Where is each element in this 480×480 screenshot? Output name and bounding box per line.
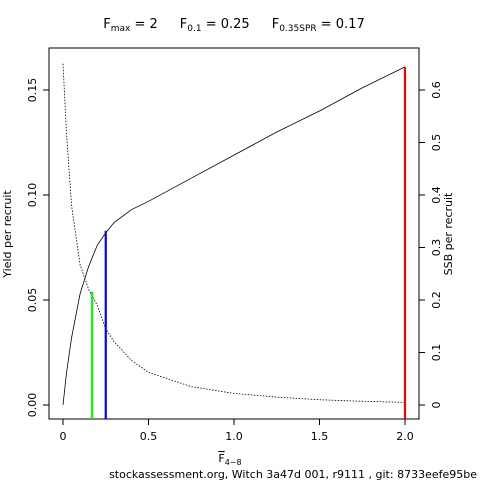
y2-tick-label: 0.5 (430, 134, 443, 152)
y2-axis-label: SSB per recruit (442, 192, 455, 275)
x-axis-label: F4−8 (218, 452, 241, 467)
y-tick-label: 0.15 (26, 78, 39, 103)
x-label-subscript: 4−8 (225, 458, 242, 467)
x-tick-label: 0.5 (140, 430, 158, 443)
series-line (62, 66, 406, 406)
title-subscript: 0.35SPR (279, 24, 316, 34)
title-value: = 0.25 (202, 17, 250, 32)
series-line (62, 63, 406, 403)
title-symbol: F (180, 17, 187, 32)
title-symbol: F (103, 17, 110, 32)
y2-tick-label: 0.3 (430, 239, 443, 257)
x-tick-label: 2.0 (396, 430, 414, 443)
footer: stockassessment.org, Witch 3a47d 001, r9… (109, 468, 477, 480)
y-tick-label: 0.10 (26, 183, 39, 208)
y2-tick-label: 0.1 (430, 344, 443, 362)
chart-title: Fmax = 2 F0.1 = 0.25 F0.35SPR = 0.17 (103, 17, 364, 34)
title-value: = 0.17 (317, 17, 365, 32)
y2-tick-label: 0.2 (430, 291, 443, 309)
y-tick-label: 0.05 (26, 288, 39, 313)
y-tick-label: 0.00 (26, 393, 39, 418)
title-value: = 2 (130, 17, 157, 32)
x-tick-label: 1.0 (225, 430, 243, 443)
y2-tick-label: 0.4 (430, 186, 443, 204)
title-subscript: 0.1 (187, 24, 201, 34)
title-symbol: F (272, 17, 279, 32)
x-tick-label: 0 (60, 430, 67, 443)
y2-tick-label: 0 (430, 401, 443, 408)
plot-box (48, 47, 420, 420)
title-subscript: max (111, 24, 131, 34)
y2-tick-label: 0.6 (430, 81, 443, 99)
y-axis-label: Yield per recruit (1, 190, 14, 279)
x-tick-label: 1.5 (311, 430, 329, 443)
x-label-symbol: F (218, 452, 224, 465)
